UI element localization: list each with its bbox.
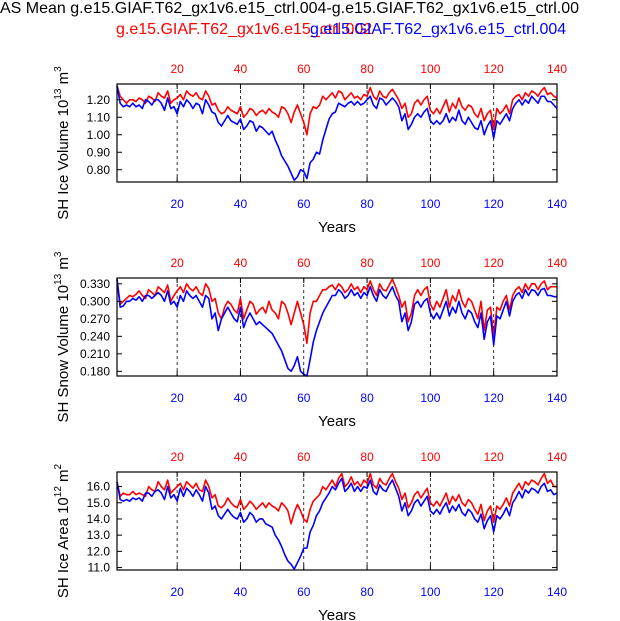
y-tick-label: 0.270 [80,312,110,326]
chart-title: AS Mean g.e15.GIAF.T62_gx1v6.e15_ctrl.00… [0,0,580,17]
x-tick-label-top: 140 [547,450,567,464]
y-tick-label: 14.0 [87,512,111,526]
x-tick-label-bottom: 120 [484,391,504,405]
x-axis-label: Years [318,219,356,236]
x-tick-label-top: 40 [234,450,248,464]
x-tick-label-top: 140 [547,256,567,270]
x-tick-label-bottom: 40 [234,197,248,211]
x-tick-label-bottom: 120 [484,585,504,599]
x-tick-label-top: 80 [360,256,374,270]
y-tick-label: 0.300 [80,294,110,308]
x-tick-label-bottom: 40 [234,585,248,599]
y-tick-label: 1.10 [87,110,111,124]
y-tick-label: 0.90 [87,145,111,159]
y-tick-label: 0.330 [80,277,110,291]
plot-frame [116,277,558,377]
y-tick-label: 1.00 [87,128,111,142]
y-tick-label: 16.0 [87,480,111,494]
x-tick-label-top: 100 [420,450,440,464]
x-tick-label-top: 80 [360,62,374,76]
x-tick-label-top: 60 [297,450,311,464]
legend-series-ctrl-002: g.e15.GIAF.T62_gx1v6.e15_ctrl.002 [116,21,373,38]
y-axis-label: SH Snow Volume 1013 m3 [53,251,72,422]
y-tick-label: 0.240 [80,329,110,343]
x-tick-label-bottom: 40 [234,391,248,405]
series-line-ctrl-002 [116,472,557,525]
x-tick-label-top: 100 [420,256,440,270]
x-tick-label-bottom: 100 [420,197,440,211]
x-tick-label-bottom: 20 [170,585,184,599]
x-tick-label-top: 60 [297,256,311,270]
x-tick-label-top: 40 [234,256,248,270]
y-axis-label: SH Ice Area 1012 m2 [53,463,72,598]
y-tick-label: 0.180 [80,364,110,378]
plot-frame [116,83,558,183]
x-tick-label-bottom: 20 [170,197,184,211]
x-axis-label: Years [318,413,356,430]
y-tick-label: 0.210 [80,347,110,361]
x-tick-label-bottom: 140 [547,197,567,211]
x-tick-label-bottom: 20 [170,391,184,405]
x-tick-label-top: 80 [360,450,374,464]
x-axis-label: Years [318,607,356,621]
x-tick-label-bottom: 140 [547,585,567,599]
x-tick-label-bottom: 60 [297,197,311,211]
y-tick-label: 15.0 [87,496,111,510]
x-tick-label-top: 140 [547,62,567,76]
x-tick-label-top: 20 [170,62,184,76]
y-tick-label: 11.0 [88,561,111,575]
y-tick-label: 1.20 [87,93,111,107]
series-line-ctrl-004 [116,477,558,570]
x-tick-label-bottom: 120 [484,197,504,211]
x-tick-label-bottom: 140 [547,391,567,405]
x-tick-label-bottom: 80 [360,197,374,211]
x-tick-label-top: 40 [234,62,248,76]
y-tick-label: 13.0 [87,528,111,542]
x-tick-label-top: 20 [170,450,184,464]
x-tick-label-bottom: 80 [360,391,374,405]
series-line-ctrl-004 [116,85,558,182]
x-tick-label-bottom: 100 [420,391,440,405]
series-line-ctrl-002 [116,85,558,136]
y-tick-label: 12.0 [87,544,111,558]
x-tick-label-top: 120 [484,62,504,76]
x-tick-label-top: 120 [484,450,504,464]
x-tick-label-top: 60 [297,62,311,76]
series-line-ctrl-004 [116,279,557,377]
y-tick-label: 0.80 [87,163,111,177]
series-line-ctrl-002 [116,278,557,345]
legend-series-ctrl-004: g.e15.GIAF.T62_gx1v6.e15_ctrl.004 [310,21,567,38]
x-tick-label-top: 20 [170,256,184,270]
y-axis-label: SH Ice Volume 1013 m3 [53,66,72,220]
x-tick-label-bottom: 100 [420,585,440,599]
x-tick-label-bottom: 80 [360,585,374,599]
x-tick-label-top: 100 [420,62,440,76]
plot-frame [116,471,558,571]
x-tick-label-bottom: 60 [297,391,311,405]
x-tick-label-bottom: 60 [297,585,311,599]
x-tick-label-top: 120 [484,256,504,270]
